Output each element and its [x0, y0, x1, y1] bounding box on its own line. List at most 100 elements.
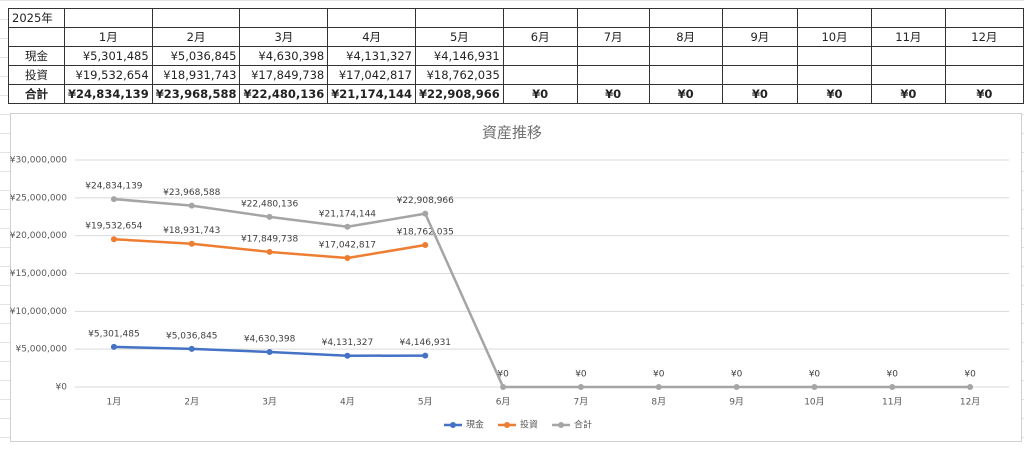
x-tick-label: 2月 [184, 397, 199, 408]
table-cell[interactable]: ¥0 [797, 84, 872, 104]
x-tick-label: 6月 [496, 397, 511, 408]
x-tick-label: 12月 [960, 397, 980, 408]
data-label: ¥18,762,035 [397, 228, 454, 238]
data-point [967, 384, 974, 390]
table-row: 1月 2月 3月 4月 5月 6月 7月 8月 9月 10月 11月 12月 [8, 27, 1024, 47]
data-point [344, 255, 351, 262]
data-label: ¥5,036,845 [166, 331, 218, 341]
table-cell[interactable]: ¥4,131,327 [327, 46, 416, 66]
data-label: ¥0 [731, 370, 743, 380]
table-cell[interactable]: ¥22,480,136 [239, 84, 329, 104]
data-point [889, 384, 896, 390]
data-label: ¥24,834,139 [85, 182, 143, 192]
x-tick-label: 7月 [574, 397, 589, 408]
table-cell[interactable]: ¥17,849,738 [239, 65, 329, 85]
data-point [500, 384, 507, 390]
table-row: 投資 ¥19,532,654 ¥18,931,743 ¥17,849,738 ¥17,0… [8, 65, 1024, 85]
data-label: ¥5,301,485 [88, 329, 140, 339]
data-point [422, 352, 429, 359]
legend-label: 現金 [466, 419, 484, 431]
data-point [110, 196, 117, 203]
data-point [110, 236, 117, 243]
data-point [577, 384, 584, 390]
data-label: ¥22,480,136 [241, 199, 299, 209]
data-point [188, 240, 195, 247]
data-label: ¥0 [964, 370, 976, 380]
x-tick-label: 10月 [804, 397, 824, 408]
table-cell[interactable]: ¥21,174,144 [327, 84, 416, 104]
y-tick-label: ¥15,000,000 [10, 269, 68, 279]
x-tick-label: 9月 [729, 397, 744, 408]
legend-marker [450, 422, 456, 428]
data-label: ¥21,174,144 [319, 209, 377, 219]
data-label: ¥0 [575, 370, 587, 380]
data-label: ¥22,908,966 [397, 196, 455, 206]
data-point [266, 213, 273, 220]
chart-title: 資産推移 [482, 124, 542, 142]
legend-marker [558, 422, 565, 428]
table-cell[interactable]: ¥19,532,654 [63, 65, 153, 85]
x-tick-label: 4月 [340, 397, 355, 408]
table-cell[interactable]: ¥5,036,845 [151, 46, 241, 66]
table-cell[interactable]: 10月 [797, 27, 872, 47]
x-tick-label: 11月 [882, 397, 902, 408]
data-point [344, 352, 351, 359]
series-line [113, 197, 971, 389]
data-label: ¥19,532,654 [85, 222, 143, 232]
y-tick-label: ¥30,000,000 [10, 156, 68, 166]
data-label: ¥0 [809, 370, 821, 380]
data-label: ¥18,931,743 [163, 226, 220, 236]
data-point [422, 210, 429, 217]
table-cell[interactable]: ¥24,834,139 [63, 84, 153, 104]
data-label: ¥4,146,931 [399, 338, 451, 348]
data-point [422, 242, 429, 249]
data-point [733, 384, 740, 390]
x-tick-label: 1月 [107, 397, 122, 408]
legend-marker [504, 422, 511, 428]
data-point [188, 202, 195, 209]
table-row: 合計 ¥24,834,139 ¥23,968,588 ¥22,480,136 ¥21,1… [8, 84, 1024, 104]
table-cell[interactable]: ¥23,968,588 [151, 84, 241, 104]
table-cell[interactable]: ¥0 [576, 84, 650, 104]
data-point [110, 343, 117, 350]
y-tick-label: ¥25,000,000 [10, 193, 68, 203]
table-cell[interactable]: 合計 [8, 84, 65, 104]
data-label: ¥23,968,588 [163, 188, 221, 198]
y-tick-label: ¥10,000,000 [10, 307, 68, 317]
data-label: ¥0 [497, 370, 509, 380]
table-cell[interactable]: 8月 [648, 27, 723, 47]
data-label: ¥17,849,738 [241, 234, 299, 244]
data-point [811, 384, 818, 390]
data-point [266, 248, 273, 255]
y-tick-label: ¥5,000,000 [15, 345, 67, 355]
table-cell[interactable]: ¥0 [870, 84, 946, 104]
data-label: ¥0 [653, 370, 665, 380]
table-row: 2025年 [8, 8, 1024, 28]
y-tick-label: ¥0 [56, 383, 68, 393]
table-cell[interactable]: ¥0 [944, 84, 1024, 104]
x-tick-label: 5月 [418, 397, 433, 408]
data-point [188, 345, 195, 352]
table-cell[interactable]: 2025年 [8, 8, 65, 28]
legend-label: 合計 [574, 419, 592, 431]
y-tick-label: ¥20,000,000 [10, 231, 68, 241]
table-cell[interactable]: 11月 [870, 27, 946, 47]
data-label: ¥4,630,398 [244, 334, 296, 344]
data-point [344, 223, 351, 230]
table-cell[interactable]: 6月 [502, 27, 578, 47]
table-cell[interactable]: 7月 [576, 27, 650, 47]
data-point [266, 348, 273, 355]
legend-label: 投資 [520, 419, 538, 431]
table-cell[interactable]: 現金 [8, 46, 65, 66]
table-cell[interactable]: ¥0 [502, 84, 578, 104]
data-table: 2025年 1月 2月 3月 4月 5月 6月 7月 8月 9月 10月 11月 12月 現金 ¥5,301… [8, 8, 1024, 104]
x-tick-label: 3月 [262, 397, 277, 408]
table-cell[interactable]: ¥0 [721, 84, 799, 104]
data-label: ¥0 [887, 370, 899, 380]
table-cell[interactable]: 3月 [239, 27, 329, 47]
data-label: ¥17,042,817 [319, 241, 376, 251]
x-tick-label: 8月 [651, 397, 666, 408]
table-cell[interactable]: ¥0 [648, 84, 723, 104]
